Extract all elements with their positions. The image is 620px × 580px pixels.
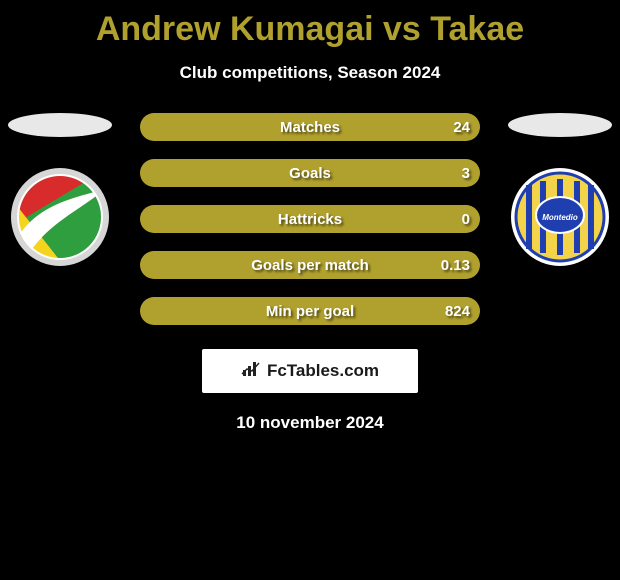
brand-text: FcTables.com <box>267 361 379 381</box>
stat-row: Matches 24 <box>140 113 480 141</box>
stat-value-right: 24 <box>453 119 470 136</box>
stat-label: Goals per match <box>251 257 369 274</box>
player-right-column: Montedio <box>500 113 620 267</box>
club-crest-right: Montedio <box>510 167 610 267</box>
brand-badge: FcTables.com <box>202 349 418 393</box>
stats-rows: Matches 24 Goals 3 Hattricks 0 Goals per match… <box>140 113 480 325</box>
player-right-avatar <box>508 113 612 137</box>
stat-label: Min per goal <box>266 303 354 320</box>
svg-text:Montedio: Montedio <box>542 213 578 222</box>
page-title: Andrew Kumagai vs Takae <box>0 0 620 49</box>
stat-value-right: 824 <box>445 303 470 320</box>
stat-value-right: 3 <box>462 165 470 182</box>
footer-date: 10 november 2024 <box>0 413 620 433</box>
stat-value-right: 0 <box>462 211 470 228</box>
stat-label: Hattricks <box>278 211 342 228</box>
stat-row: Min per goal 824 <box>140 297 480 325</box>
stat-row: Hattricks 0 <box>140 205 480 233</box>
stat-row: Goals per match 0.13 <box>140 251 480 279</box>
stat-value-right: 0.13 <box>441 257 470 274</box>
stat-label: Matches <box>280 119 340 136</box>
comparison-panel: Montedio Matches 24 Goals 3 Hattricks 0 Goals … <box>0 113 620 433</box>
player-left-column <box>0 113 120 267</box>
page-subtitle: Club competitions, Season 2024 <box>0 63 620 83</box>
stat-row: Goals 3 <box>140 159 480 187</box>
player-left-avatar <box>8 113 112 137</box>
club-crest-left <box>10 167 110 267</box>
stat-label: Goals <box>289 165 331 182</box>
bar-chart-icon <box>241 360 263 383</box>
